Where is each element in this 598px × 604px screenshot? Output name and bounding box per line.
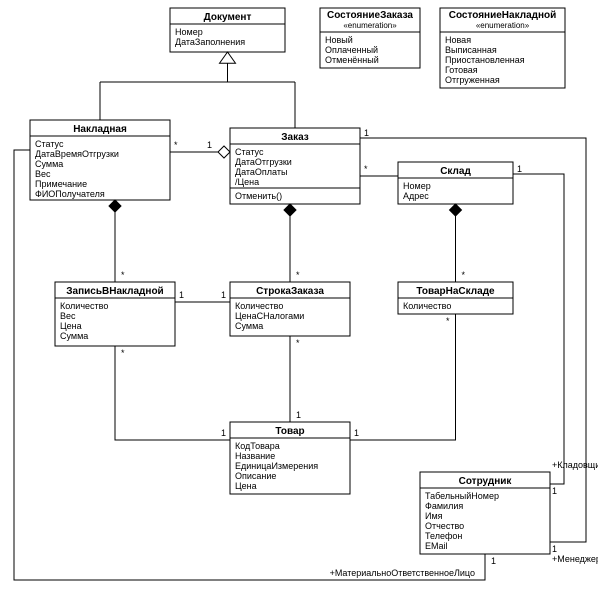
- multiplicity-label: *: [174, 140, 178, 150]
- class-stereotype: «enumeration»: [343, 21, 397, 30]
- class-attr: Название: [235, 451, 275, 461]
- multiplicity-label: *: [446, 316, 450, 326]
- class-attr: Статус: [35, 139, 64, 149]
- multiplicity-label: *: [296, 338, 300, 348]
- class-attr: Цена: [60, 321, 82, 331]
- class-attr: ДатаЗаполнения: [175, 37, 245, 47]
- role-mro: +МатериальноОтветственноеЛицо: [330, 568, 475, 578]
- class-attr: Оплаченный: [325, 45, 378, 55]
- multiplicity-label: 1: [221, 428, 226, 438]
- class-attr: Фамилия: [425, 501, 463, 511]
- class-attr: Отчество: [425, 521, 464, 531]
- class-attr: Новый: [325, 35, 353, 45]
- class-attr: Адрес: [403, 191, 429, 201]
- multiplicity-label: 1: [517, 164, 522, 174]
- class-attr: Сумма: [60, 331, 88, 341]
- class-title: Сотрудник: [459, 476, 513, 487]
- class-title: СостояниеНакладной: [449, 10, 557, 21]
- class-attr: ДатаОтгрузки: [235, 157, 292, 167]
- class-attr: Примечание: [35, 179, 87, 189]
- role-manager: +Менеджер: [552, 554, 598, 564]
- class-attr: Сумма: [235, 321, 263, 331]
- multiplicity-label: 1: [354, 428, 359, 438]
- class-attr: ТабельныйНомер: [425, 491, 499, 501]
- multiplicity-label: 1: [296, 410, 301, 420]
- multiplicity-label: *: [364, 164, 368, 174]
- class-attr: Количество: [60, 301, 108, 311]
- class-title: Документ: [204, 12, 252, 23]
- class-attr: Готовая: [445, 65, 478, 75]
- class-attr: Количество: [235, 301, 283, 311]
- class-attr: Статус: [235, 147, 264, 157]
- class-attr: Количество: [403, 301, 451, 311]
- multiplicity-label: *: [462, 270, 466, 280]
- class-attr: Телефон: [425, 531, 462, 541]
- multiplicity-label: 1: [491, 556, 496, 566]
- class-attr: Номер: [175, 27, 203, 37]
- class-attr: EMail: [425, 541, 448, 551]
- class-title: СтрокаЗаказа: [256, 286, 324, 297]
- class-attr: ФИОПолучателя: [35, 189, 105, 199]
- class-title: Накладная: [73, 124, 127, 135]
- class-title: Склад: [440, 166, 471, 177]
- class-title: Товар: [275, 426, 304, 437]
- class-stereotype: «enumeration»: [476, 21, 530, 30]
- multiplicity-label: 1: [552, 486, 557, 496]
- multiplicity-label: *: [121, 270, 125, 280]
- class-attr: Описание: [235, 471, 276, 481]
- multiplicity-label: 1: [552, 544, 557, 554]
- class-attr: Вес: [35, 169, 51, 179]
- uml-class-diagram: ДокументНомерДатаЗаполненияСостояниеЗака…: [0, 0, 598, 604]
- class-op: Отменить(): [235, 191, 282, 201]
- multiplicity-label: 1: [221, 290, 226, 300]
- class-title: Заказ: [281, 132, 309, 143]
- class-attr: ЦенаСНалогами: [235, 311, 304, 321]
- class-attr: Цена: [235, 481, 257, 491]
- class-title: СостояниеЗаказа: [327, 10, 413, 21]
- class-attr: /Цена: [235, 177, 259, 187]
- multiplicity-label: 1: [207, 140, 212, 150]
- multiplicity-label: *: [121, 348, 125, 358]
- class-attr: Новая: [445, 35, 471, 45]
- multiplicity-label: *: [296, 270, 300, 280]
- class-attr: Сумма: [35, 159, 63, 169]
- class-attr: КодТовара: [235, 441, 280, 451]
- class-title: ЗаписьВНакладной: [66, 286, 163, 297]
- class-attr: Выписанная: [445, 45, 497, 55]
- class-attr: Вес: [60, 311, 76, 321]
- class-attr: Отгруженная: [445, 75, 500, 85]
- class-attr: Имя: [425, 511, 443, 521]
- class-attr: ЕдиницаИзмерения: [235, 461, 318, 471]
- class-attr: Номер: [403, 181, 431, 191]
- class-attr: ДатаОплаты: [235, 167, 287, 177]
- class-attr: ДатаВремяОтгрузки: [35, 149, 119, 159]
- class-attr: Приостановленная: [445, 55, 525, 65]
- class-attr: Отменённый: [325, 55, 379, 65]
- role-storekeeper: +Кладовщик: [552, 460, 598, 470]
- class-title: ТоварНаСкладе: [416, 286, 495, 297]
- multiplicity-label: 1: [179, 290, 184, 300]
- multiplicity-label: 1: [364, 128, 369, 138]
